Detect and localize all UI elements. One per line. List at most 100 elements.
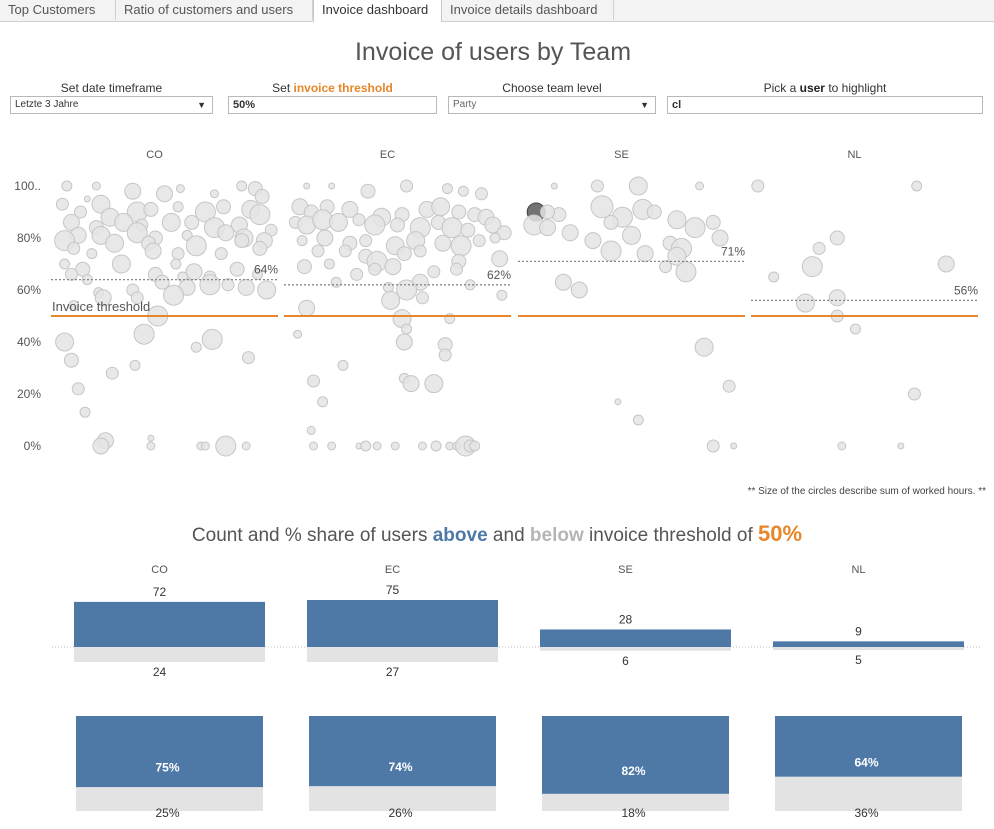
above-share-bar — [775, 716, 962, 777]
subtitle-threshold: 50% — [758, 521, 803, 546]
user-point — [249, 204, 271, 226]
tab-invoice-details-dashboard[interactable]: Invoice details dashboard — [442, 0, 614, 20]
below-count-bar — [540, 647, 731, 651]
user-point — [450, 262, 464, 276]
user-point — [600, 240, 622, 262]
above-count-label: 28 — [619, 612, 633, 626]
tab-top-customers[interactable]: Top Customers — [0, 0, 116, 20]
user-point — [241, 351, 255, 365]
user-point — [622, 225, 641, 245]
user-point — [144, 242, 162, 260]
above-count-bar — [540, 629, 731, 647]
user-point — [849, 323, 861, 335]
subtitle-part1: Count and % share of users — [191, 525, 433, 546]
user-point — [303, 182, 311, 190]
user-point — [539, 219, 557, 237]
user-point — [328, 182, 336, 190]
user-highlight-input[interactable]: cl — [667, 96, 983, 114]
user-point — [337, 359, 349, 371]
user-point — [111, 254, 131, 274]
user-point — [154, 274, 170, 290]
user-point — [199, 274, 221, 296]
user-label-suffix: to highlight — [824, 81, 887, 95]
threshold-filter-label: Set invoice threshold — [228, 81, 437, 95]
user-point — [234, 233, 250, 249]
user-point — [451, 204, 467, 220]
user-point — [306, 425, 316, 435]
user-point — [124, 182, 142, 200]
below-share-label: 26% — [388, 806, 412, 820]
user-point — [667, 246, 687, 266]
bar-panel-header-co: CO — [151, 564, 168, 576]
user-point — [795, 293, 815, 313]
threshold-label: Invoice threshold — [52, 299, 150, 314]
y-tick-label: 40% — [17, 335, 41, 349]
below-share-bar — [542, 793, 729, 811]
user-point — [360, 440, 372, 452]
user-point — [396, 279, 418, 301]
user-point — [675, 261, 697, 283]
user-point — [706, 439, 720, 453]
above-share-bar — [309, 716, 496, 787]
y-tick-label: 0% — [24, 439, 42, 453]
user-point — [163, 284, 185, 306]
date-timeframe-select[interactable]: Letzte 3 Jahre ▼ — [10, 96, 213, 114]
user-point — [221, 278, 235, 292]
user-point — [216, 199, 232, 215]
user-point — [695, 181, 705, 191]
tab-invoice-dashboard[interactable]: Invoice dashboard — [313, 0, 442, 22]
team-level-select[interactable]: Party ▼ — [448, 96, 656, 114]
user-point — [161, 212, 181, 232]
user-point — [364, 214, 386, 236]
average-label: 56% — [954, 283, 978, 297]
user-point — [55, 332, 75, 352]
below-count-bar — [307, 647, 498, 662]
user-point — [837, 441, 847, 451]
below-share-bar — [76, 787, 263, 811]
user-point — [828, 289, 846, 307]
user-point — [71, 382, 85, 396]
subtitle-below: below — [529, 525, 584, 546]
user-point — [185, 263, 203, 281]
user-point — [146, 441, 156, 451]
y-tick-label: 60% — [17, 283, 41, 297]
user-point — [400, 179, 414, 193]
user-point — [590, 195, 614, 219]
average-label: 71% — [721, 244, 745, 258]
below-count-label: 5 — [855, 653, 862, 667]
user-point — [413, 244, 427, 258]
average-label: 64% — [254, 263, 278, 277]
user-point — [472, 234, 486, 248]
user-point — [360, 183, 376, 199]
user-point — [309, 441, 319, 451]
user-point — [175, 184, 185, 194]
dropdown-arrow-icon: ▼ — [640, 100, 649, 110]
tab-ratio-customers-users[interactable]: Ratio of customers and users — [116, 0, 313, 20]
user-point — [359, 234, 373, 248]
count-share-bar-charts: CO 72 24 75% 25% EC 75 27 74% 26% SE 28 6 82% 18% NL 9 5 6… — [52, 564, 980, 820]
user-point — [402, 375, 420, 393]
y-tick-label: 100.. — [14, 179, 41, 193]
bar-panel-header-nl: NL — [851, 564, 865, 576]
user-point — [722, 379, 736, 393]
user-point — [396, 246, 412, 262]
user-point — [603, 214, 619, 230]
user-point — [94, 289, 112, 307]
user-point — [130, 291, 144, 305]
page-title: Invoice of users by Team — [354, 38, 632, 66]
user-point — [68, 300, 80, 312]
user-point — [561, 224, 579, 242]
above-count-label: 72 — [153, 585, 167, 599]
subtitle-above: above — [432, 525, 488, 546]
user-point — [307, 374, 321, 388]
threshold-input[interactable]: 50% — [228, 96, 437, 114]
user-point — [584, 232, 602, 250]
user-label-bold: user — [799, 81, 825, 95]
user-point — [311, 244, 325, 258]
user-point — [237, 278, 255, 296]
user-point — [105, 233, 125, 253]
user-point — [156, 185, 173, 203]
user-point — [316, 229, 334, 247]
user-point — [147, 434, 155, 442]
user-point — [257, 280, 277, 300]
